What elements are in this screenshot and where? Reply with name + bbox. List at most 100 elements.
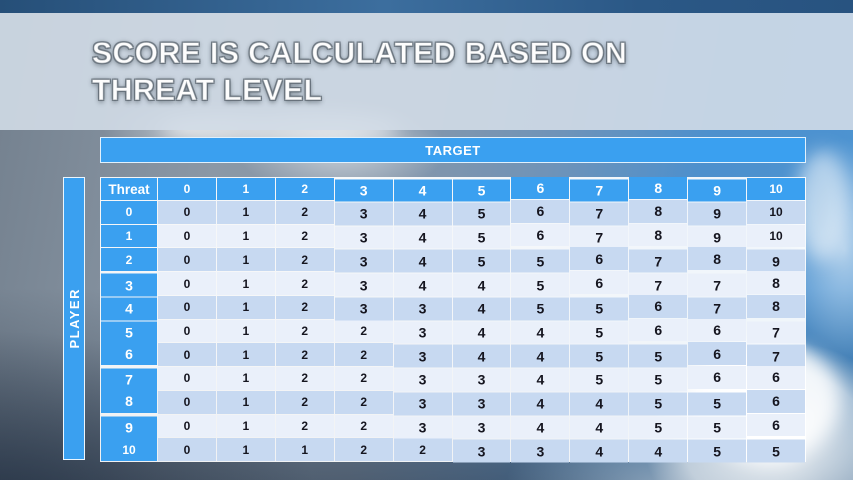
score-cell: 5: [629, 416, 688, 439]
score-cell: 3: [393, 392, 452, 416]
score-cell: 2: [275, 224, 334, 248]
column-header: 3: [334, 179, 393, 202]
score-cell: 2: [275, 201, 334, 224]
score-cell: 9: [688, 226, 747, 249]
column-header: 1: [216, 178, 275, 200]
row-header: 7: [101, 368, 157, 392]
score-cell: 6: [747, 413, 805, 437]
score-cell: 4: [393, 226, 452, 249]
score-cell: 5: [747, 439, 805, 463]
score-cell: 5: [511, 297, 570, 321]
score-cell: 6: [747, 389, 805, 413]
score-cell: 2: [275, 390, 334, 414]
score-cell: 3: [511, 439, 570, 463]
row-header: 4: [101, 297, 157, 321]
score-cell: 9: [688, 202, 747, 226]
score-cell: 0: [158, 367, 216, 390]
slide-title-line1: SCORE IS CALCULATED BASED ON: [92, 37, 628, 71]
score-cell: 3: [452, 392, 511, 416]
score-cell: 4: [452, 344, 511, 368]
score-cell: 7: [629, 249, 688, 273]
score-cell: 4: [511, 392, 570, 416]
score-cell: 2: [334, 343, 393, 367]
score-cell: 3: [334, 226, 393, 249]
score-cell: 0: [158, 272, 216, 295]
score-cell: 3: [393, 416, 452, 439]
score-cell: 6: [629, 294, 688, 318]
score-cell: 8: [629, 200, 688, 223]
score-cell: 3: [334, 249, 393, 273]
score-cell: 2: [334, 319, 393, 343]
column-header: 10: [747, 178, 805, 200]
score-cell: 2: [275, 367, 334, 390]
score-cell: 3: [393, 297, 452, 321]
score-cell: 3: [452, 416, 511, 439]
score-cell: 4: [452, 321, 511, 344]
score-cell: 9: [747, 249, 805, 273]
target-axis-text: TARGET: [425, 142, 481, 158]
column-header: 5: [452, 179, 511, 202]
score-cell: 5: [629, 344, 688, 368]
score-cell: 5: [688, 392, 747, 416]
score-cell: 8: [629, 223, 688, 247]
score-cell: 1: [216, 248, 275, 272]
score-cell: 3: [334, 202, 393, 226]
score-cell: 2: [334, 390, 393, 414]
score-cell: 1: [216, 201, 275, 224]
score-cell: 5: [511, 273, 570, 297]
score-cell: 1: [216, 438, 275, 461]
column-header: 8: [629, 177, 688, 199]
score-cell: 0: [158, 390, 216, 414]
score-cell: 4: [393, 202, 452, 226]
score-cell: 0: [158, 201, 216, 224]
score-cell: 5: [452, 249, 511, 273]
score-cell: 1: [275, 438, 334, 461]
row-header: 3: [101, 273, 157, 297]
score-cell: 6: [570, 271, 629, 294]
column-header: 0: [158, 178, 216, 200]
column-header: 6: [511, 177, 570, 199]
score-cell: 4: [511, 368, 570, 392]
score-cell: 4: [570, 439, 629, 463]
player-axis-label: PLAYER: [63, 177, 85, 460]
score-cell: 4: [511, 416, 570, 439]
score-cell: 4: [393, 273, 452, 297]
score-cell: 3: [393, 368, 452, 392]
score-cell: 0: [158, 248, 216, 272]
row-header: 9: [101, 416, 157, 439]
score-cell: 1: [216, 367, 275, 390]
score-cell: 3: [334, 297, 393, 321]
score-cell: 2: [275, 414, 334, 438]
player-axis-text: PLAYER: [66, 288, 82, 349]
score-cell: 6: [570, 247, 629, 271]
score-cell: 5: [452, 226, 511, 249]
score-cell: 5: [511, 249, 570, 273]
score-cell: 2: [334, 414, 393, 438]
score-cell: 0: [158, 295, 216, 319]
score-cell: 1: [216, 295, 275, 319]
score-cell: 1: [216, 414, 275, 438]
score-cell: 6: [747, 366, 805, 389]
column-header: 4: [393, 179, 452, 202]
score-cell: 1: [216, 319, 275, 343]
score-cell: 6: [511, 200, 570, 223]
score-cell: 6: [511, 223, 570, 247]
score-cell: 1: [216, 272, 275, 295]
score-cell: 7: [570, 202, 629, 226]
column-header: 9: [688, 179, 747, 202]
score-cell: 10: [747, 201, 805, 224]
score-cell: 7: [629, 273, 688, 297]
corner-header-threat: Threat: [101, 178, 157, 200]
score-cell: 4: [393, 249, 452, 273]
score-cell: 7: [747, 344, 805, 368]
score-cell: 5: [452, 202, 511, 226]
score-cell: 5: [570, 344, 629, 368]
score-cell: 4: [452, 273, 511, 297]
score-cell: 8: [747, 294, 805, 318]
row-header: 1: [101, 224, 157, 248]
score-cell: 4: [570, 392, 629, 416]
score-cell: 3: [393, 321, 452, 344]
top-sky-strip: [0, 0, 853, 13]
score-cell: 6: [629, 318, 688, 342]
